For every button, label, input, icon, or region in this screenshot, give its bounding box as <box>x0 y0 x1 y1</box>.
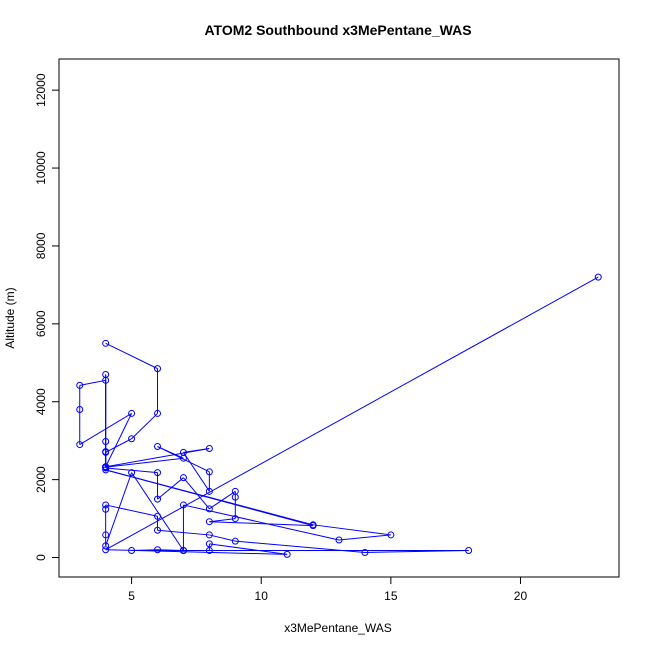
series-segment <box>157 549 184 552</box>
series-segment <box>105 457 184 468</box>
data-point <box>387 531 395 539</box>
data-point <box>76 381 84 389</box>
series-segment <box>105 413 133 467</box>
series-segment <box>364 550 469 553</box>
data-point <box>154 495 162 503</box>
data-point <box>154 365 162 373</box>
data-point <box>128 547 136 555</box>
y-tick-label: 10000 <box>34 151 48 185</box>
data-point <box>231 537 239 545</box>
series-segment <box>209 534 236 542</box>
data-point <box>361 548 369 556</box>
data-point <box>128 435 136 443</box>
data-point <box>128 469 136 477</box>
series-segment <box>105 342 158 370</box>
series-segment <box>105 504 158 517</box>
data-point <box>179 501 187 509</box>
y-tick-label: 4000 <box>34 388 48 415</box>
data-point <box>205 444 213 452</box>
series-altitude <box>76 273 602 558</box>
data-point <box>179 547 187 555</box>
data-point <box>76 441 84 449</box>
data-point <box>154 546 162 554</box>
series-segment <box>183 447 210 453</box>
data-point <box>205 487 213 495</box>
data-point <box>154 409 162 417</box>
x-axis-label: x3MePentane_WAS <box>284 621 392 635</box>
series-segment <box>157 446 184 459</box>
data-point <box>102 531 110 539</box>
x-tick-label: 15 <box>384 589 398 603</box>
data-point <box>283 550 291 558</box>
x-tick-label: 10 <box>255 589 269 603</box>
series-segment <box>105 549 288 555</box>
series-segment <box>209 518 236 523</box>
data-point <box>102 370 110 378</box>
data-point <box>205 531 213 539</box>
series-segment <box>105 276 599 551</box>
y-tick-label: 12000 <box>34 73 48 107</box>
data-point <box>102 464 110 472</box>
series-segment <box>209 543 288 555</box>
x-tick-label: 5 <box>128 589 135 603</box>
data-point <box>102 339 110 347</box>
data-point <box>594 273 602 281</box>
data-point <box>205 540 213 548</box>
data-point <box>205 518 213 526</box>
series-segment <box>157 529 210 536</box>
series-segment <box>338 534 391 541</box>
data-point <box>335 536 343 544</box>
series-segment <box>105 467 158 474</box>
series-segment <box>235 540 365 553</box>
series-segment <box>131 472 184 551</box>
data-point <box>465 547 473 555</box>
series-segment <box>131 413 158 440</box>
series-segment <box>209 490 236 510</box>
data-point <box>76 406 84 414</box>
series-segment <box>209 521 314 527</box>
data-point <box>231 515 239 523</box>
data-point <box>102 505 110 513</box>
y-axis-label: Altitude (m) <box>3 287 17 348</box>
data-point <box>154 526 162 534</box>
series-segment <box>105 469 314 526</box>
chart-title: ATOM2 Southbound x3MePentane_WAS <box>204 22 471 38</box>
data-point <box>179 454 187 462</box>
y-axis: 0 2000 4000 6000 8000 10000 12000 <box>34 73 60 561</box>
data-point <box>154 443 162 451</box>
series-segment <box>183 477 210 510</box>
data-point <box>205 468 213 476</box>
data-point <box>102 448 110 456</box>
x-axis: 5 10 15 20 <box>128 576 528 603</box>
series-segment <box>157 477 184 500</box>
series-segment <box>313 524 391 536</box>
y-tick-label: 0 <box>34 554 48 561</box>
data-point <box>102 501 110 509</box>
plot-frame <box>58 58 620 578</box>
series-segment <box>183 452 210 492</box>
y-tick-label: 2000 <box>34 466 48 493</box>
y-tick-label: 6000 <box>34 310 48 337</box>
data-point <box>205 505 213 513</box>
series-segment <box>183 504 340 541</box>
data-point <box>205 547 213 555</box>
data-point <box>179 474 187 482</box>
series-segment <box>79 379 106 386</box>
data-point <box>102 466 110 474</box>
x-tick-label: 20 <box>514 589 528 603</box>
data-point <box>309 521 317 529</box>
data-point <box>102 546 110 554</box>
data-point <box>231 493 239 501</box>
data-point <box>102 437 110 445</box>
data-point <box>154 469 162 477</box>
data-point <box>154 512 162 520</box>
series-segment <box>105 438 132 453</box>
series-segment <box>105 472 133 547</box>
data-point <box>128 409 136 417</box>
y-tick-label: 8000 <box>34 232 48 259</box>
data-point <box>102 542 110 550</box>
